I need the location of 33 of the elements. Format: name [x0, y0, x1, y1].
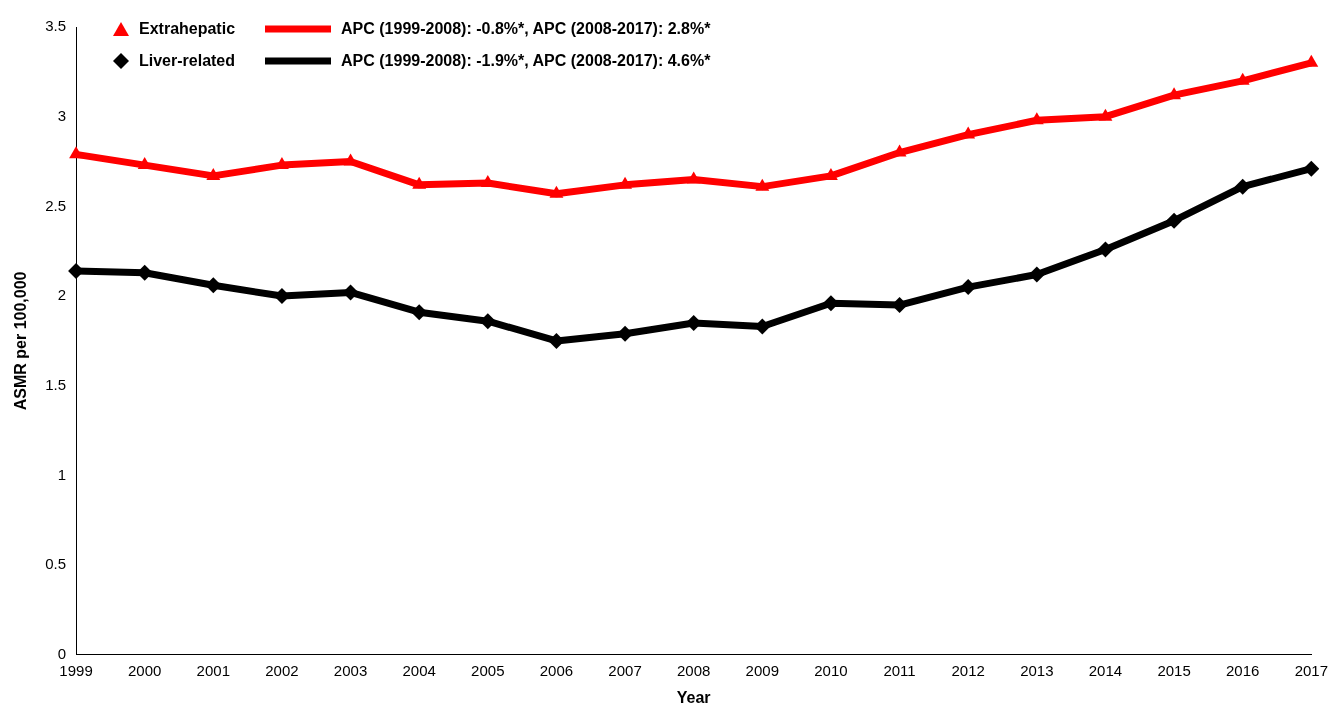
legend-label: Liver-related [139, 52, 236, 70]
y-tick-label: 3 [57, 106, 67, 124]
x-tick-label: 2010 [814, 661, 848, 679]
x-tick-label: 2012 [951, 661, 985, 679]
legend-label: Extrahepatic [139, 20, 236, 38]
legend-label: APC (1999-2008): -0.8%*, APC (2008-2017): 2.8%* [341, 20, 711, 38]
x-tick-label: 2002 [265, 661, 299, 679]
y-tick-label: 0 [57, 644, 67, 662]
x-tick-label: 2003 [333, 661, 368, 679]
y-tick-label: 1 [57, 465, 67, 483]
y-tick-label: 2.5 [45, 196, 67, 214]
x-tick-label: 2005 [471, 661, 505, 679]
x-tick-label: 2004 [402, 661, 436, 679]
y-tick-label: 1.5 [45, 375, 67, 393]
x-tick-label: 2009 [745, 661, 779, 679]
y-axis-title: ASMR per 100,000 [12, 271, 30, 411]
x-tick-label: 1999 [59, 661, 93, 679]
x-tick-label: 2007 [608, 661, 642, 679]
x-tick-label: 2014 [1088, 661, 1123, 679]
x-tick-label: 2016 [1226, 661, 1260, 679]
y-tick-label: 2 [57, 286, 67, 304]
x-axis-title: Year [676, 688, 711, 706]
legend-label: APC (1999-2008): -1.9%*, APC (2008-2017): 4.6%* [341, 52, 711, 70]
x-tick-label: 2011 [883, 661, 916, 679]
x-tick-label: 2001 [196, 661, 230, 679]
y-tick-label: 0.5 [45, 555, 67, 573]
x-tick-label: 2008 [677, 661, 711, 679]
y-tick-label: 3.5 [45, 17, 67, 35]
x-tick-label: 2017 [1294, 661, 1328, 679]
x-tick-label: 2013 [1020, 661, 1054, 679]
x-tick-label: 2006 [539, 661, 574, 679]
x-tick-label: 2000 [127, 661, 162, 679]
x-tick-label: 2015 [1157, 661, 1191, 679]
